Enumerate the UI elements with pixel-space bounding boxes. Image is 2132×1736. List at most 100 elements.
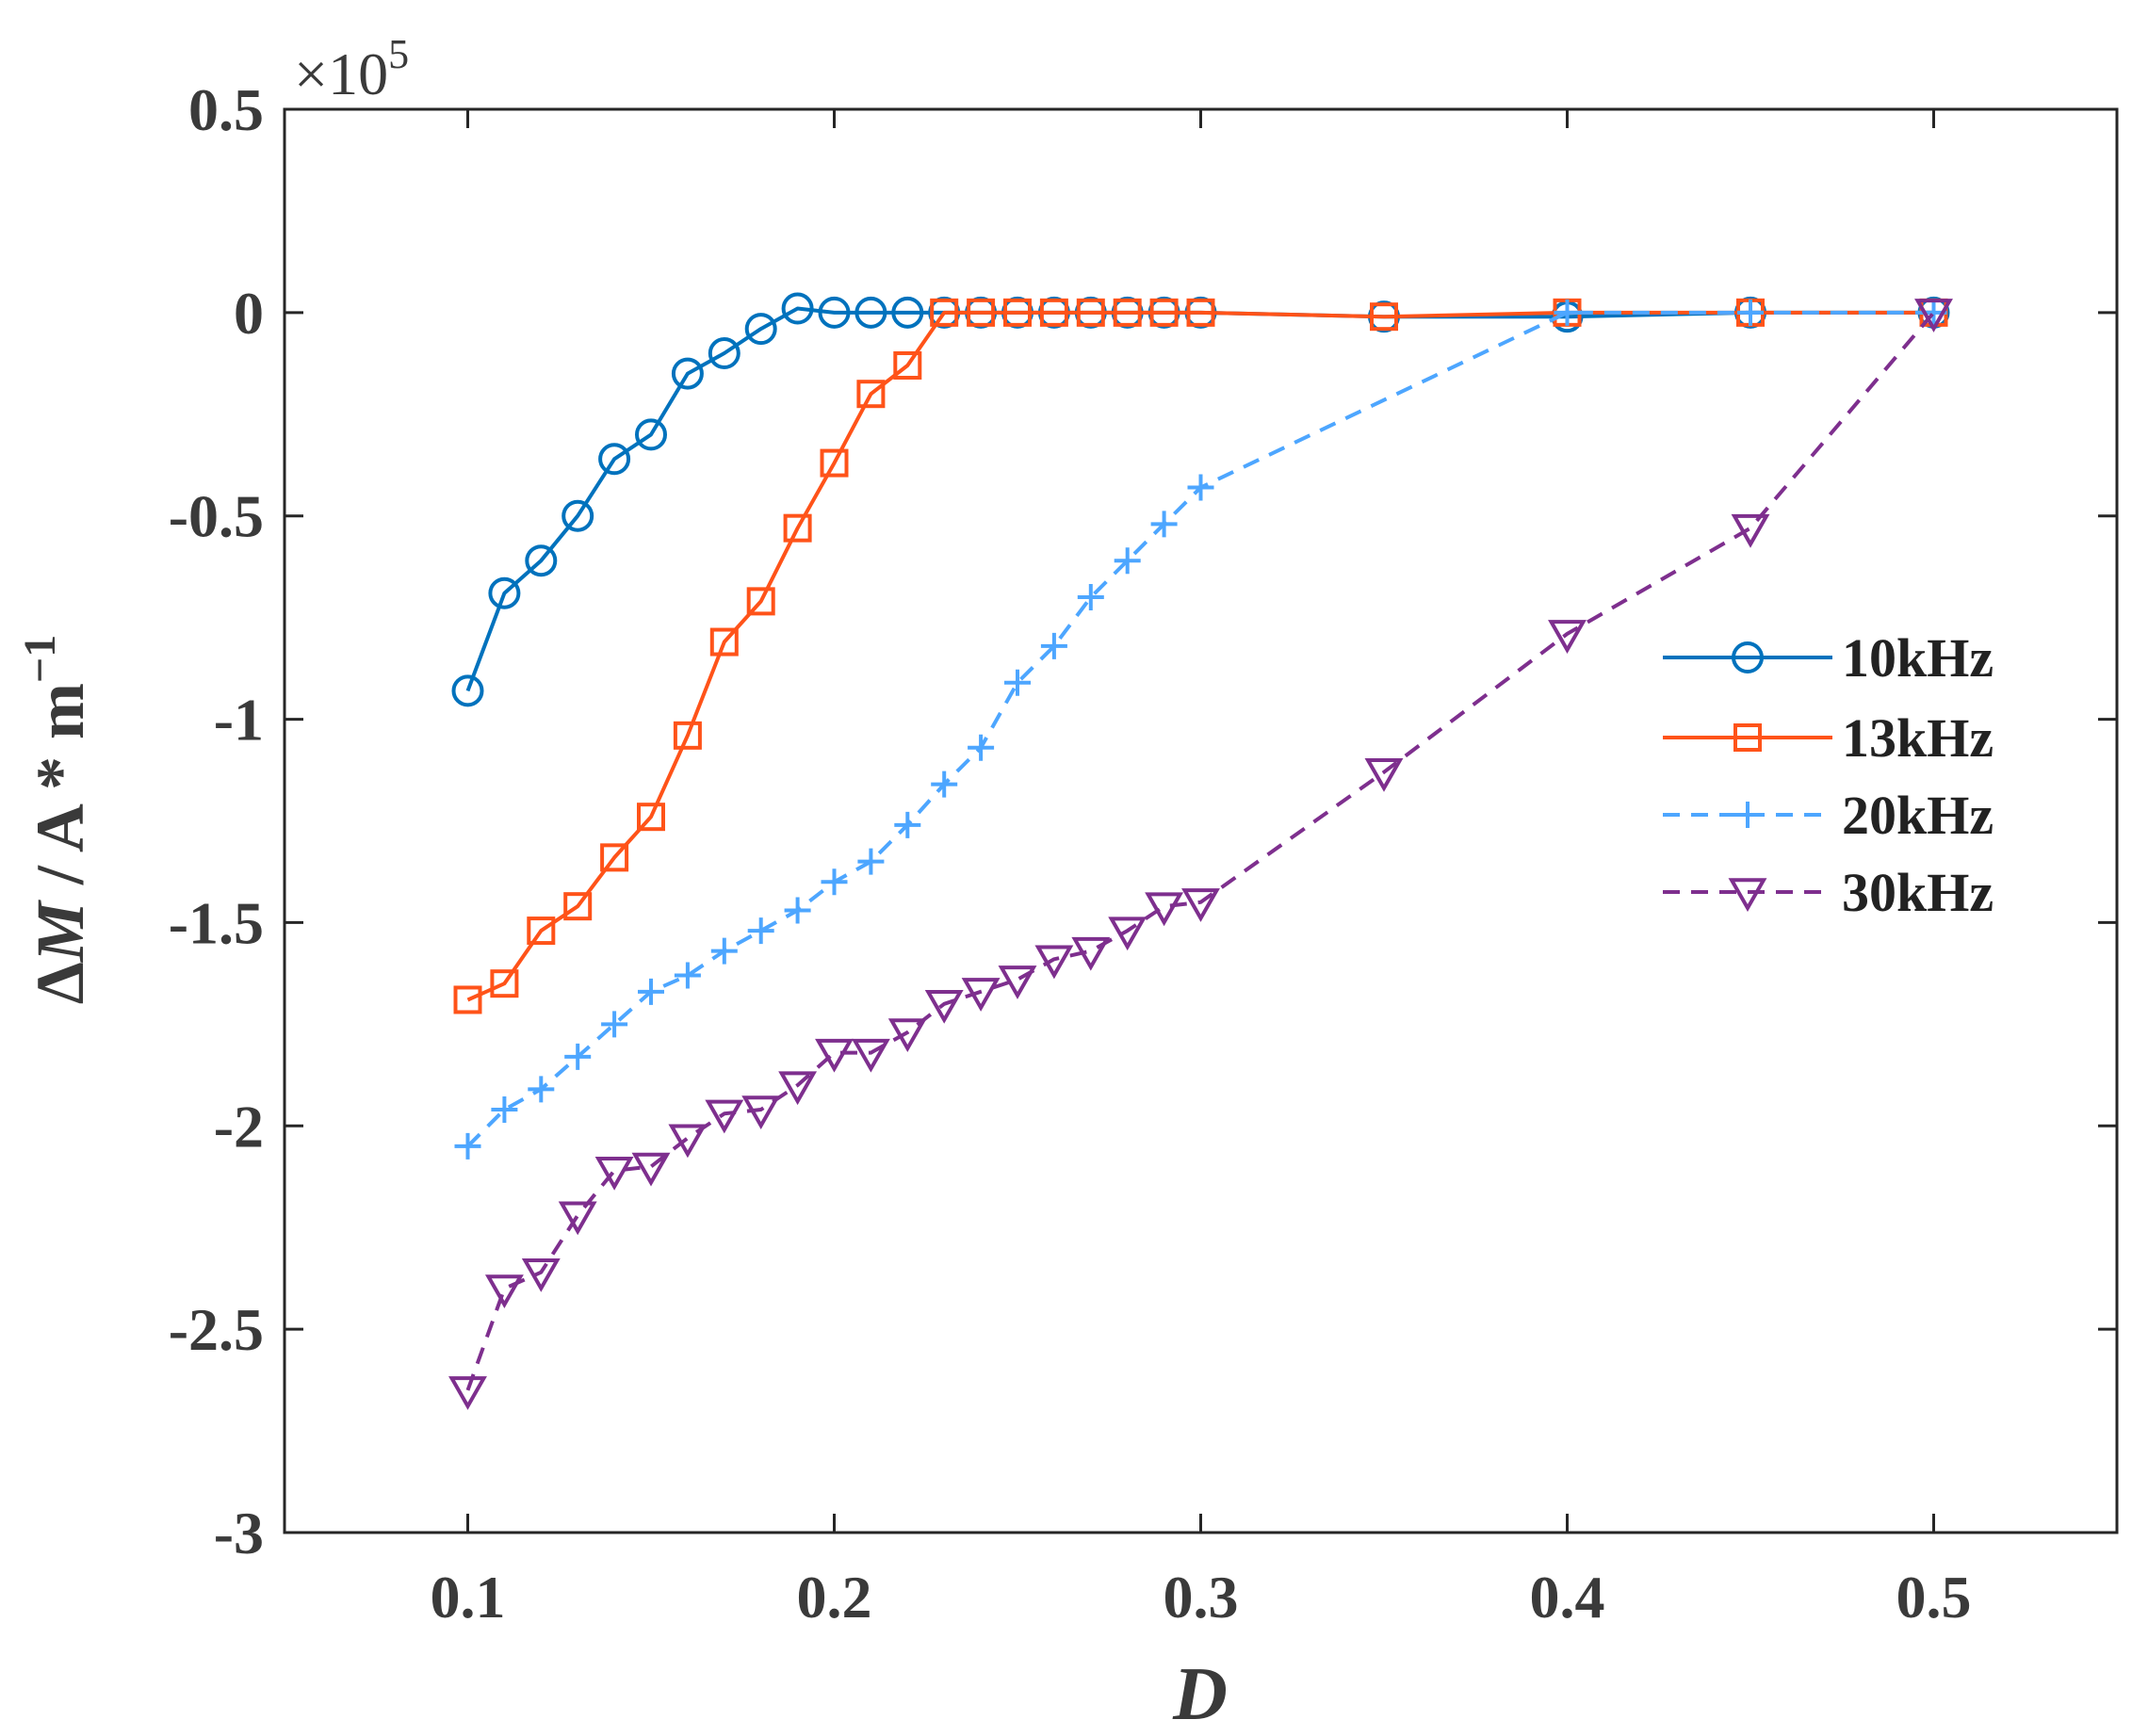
data-point-13khz [967, 298, 996, 327]
data-point-10khz [635, 418, 667, 451]
data-point-13khz [820, 448, 849, 478]
legend-marker-13khz [1733, 723, 1762, 752]
data-point-20khz [1737, 299, 1764, 326]
data-point-10khz [671, 357, 704, 390]
data-point-20khz [638, 978, 664, 1005]
data-point-13khz [930, 298, 959, 327]
y-multiplier: ×105 [294, 31, 409, 107]
data-point-20khz [1187, 474, 1214, 501]
data-point-30khz [1181, 888, 1220, 922]
data-point-30khz [1548, 620, 1587, 654]
data-point-10khz [818, 296, 851, 329]
data-point-30khz [668, 1124, 708, 1159]
data-point-10khz [781, 292, 814, 325]
data-point-13khz [1186, 298, 1215, 327]
data-point-13khz [600, 843, 629, 872]
data-point-30khz [521, 1257, 561, 1292]
data-point-30khz [1108, 917, 1147, 951]
y-multiplier-base: ×10 [294, 41, 388, 107]
data-point-13khz [746, 587, 775, 616]
data-point-13khz [527, 917, 556, 946]
data-point-10khz [744, 313, 777, 346]
data-point-20khz [601, 1011, 628, 1038]
y-tick-label: -0.5 [169, 483, 264, 550]
data-point-30khz [594, 1157, 634, 1191]
data-point-30khz [924, 990, 964, 1024]
data-point-20khz [1004, 669, 1031, 696]
x-tick-label: 0.3 [1164, 1564, 1239, 1631]
y-tick-label: -3 [214, 1500, 264, 1566]
x-tick-label: 0.2 [797, 1564, 872, 1631]
data-point-30khz [1364, 757, 1404, 792]
data-point-30khz [448, 1376, 487, 1410]
x-tick-label: 0.4 [1530, 1564, 1605, 1631]
data-point-20khz [1077, 584, 1104, 611]
data-point-10khz [451, 674, 484, 707]
data-point-13khz [893, 350, 922, 380]
y-axis-title-symbol: M [23, 899, 98, 963]
data-point-13khz [1076, 298, 1105, 327]
series-line-13khz [466, 310, 1934, 1002]
y-multiplier-exponent: 5 [388, 31, 409, 77]
y-tick-label: 0.5 [188, 76, 264, 143]
data-point-30khz [1071, 936, 1111, 971]
data-point-13khz [856, 380, 886, 409]
series-line-30khz [465, 311, 1936, 1391]
data-point-30khz [815, 1038, 854, 1073]
y-tick-label: -2 [214, 1093, 264, 1160]
data-point-20khz [710, 937, 738, 965]
x-tick-label: 0.5 [1896, 1564, 1972, 1631]
data-point-20khz [931, 771, 958, 798]
data-point-30khz [1914, 299, 1953, 333]
x-tick-label: 0.1 [431, 1564, 506, 1631]
legend-label-10khz: 10kHz [1842, 627, 1994, 689]
data-point-20khz [1040, 632, 1067, 659]
data-point-30khz [484, 1274, 524, 1309]
data-point-20khz [857, 848, 885, 875]
data-point-13khz [1003, 298, 1032, 327]
data-point-20khz [894, 811, 921, 838]
series-line-20khz [466, 310, 1934, 1148]
series-layer [448, 292, 1953, 1410]
data-point-30khz [851, 1038, 890, 1073]
series-30khz [448, 299, 1953, 1410]
legend-label-13khz: 13kHz [1842, 707, 1994, 769]
legend-item-20khz: 20kHz [1663, 785, 1994, 846]
data-point-10khz [525, 544, 558, 577]
data-point-30khz [1034, 945, 1074, 980]
data-point-30khz [998, 965, 1037, 999]
data-point-10khz [891, 296, 924, 329]
data-point-13khz [563, 892, 593, 921]
data-point-20khz [784, 897, 811, 924]
data-point-30khz [558, 1201, 597, 1236]
data-point-20khz [1150, 511, 1178, 538]
data-point-13khz [783, 513, 812, 543]
y-tick-label: 0 [234, 280, 264, 347]
data-point-20khz [1114, 547, 1141, 575]
data-point-30khz [631, 1152, 671, 1187]
data-point-30khz [961, 978, 1001, 1012]
y-axis-title-superscript: −1 [15, 635, 65, 683]
tick-labels: 0.1 0.2 0.3 0.4 0.5 0.5 0 -0.5 -1 -1.5 -2 -2.5 -3 [169, 76, 1972, 1631]
data-point-13khz [673, 721, 702, 750]
data-point-30khz [705, 1099, 744, 1134]
data-point-20khz [821, 868, 848, 896]
y-axis-title-units: / A * m [23, 683, 98, 901]
data-point-10khz [488, 576, 521, 609]
data-point-20khz [564, 1043, 592, 1070]
data-point-10khz [854, 296, 887, 329]
legend-item-13khz: 13kHz [1663, 707, 1994, 769]
data-point-20khz [747, 917, 774, 945]
data-point-13khz [1370, 302, 1398, 332]
y-tick-label: -1.5 [169, 889, 264, 956]
data-point-20khz [491, 1096, 518, 1124]
legend-item-30khz: 30kHz [1663, 862, 1994, 923]
data-point-13khz [637, 803, 665, 832]
data-point-30khz [741, 1095, 781, 1130]
y-tick-label: -2.5 [169, 1296, 264, 1363]
data-point-13khz [1149, 298, 1179, 327]
data-point-13khz [1113, 298, 1142, 327]
series-20khz [454, 299, 1947, 1160]
y-axis-title: ΔM / A * m−1 [15, 635, 98, 1005]
y-axis-title-delta: Δ [23, 962, 98, 1004]
